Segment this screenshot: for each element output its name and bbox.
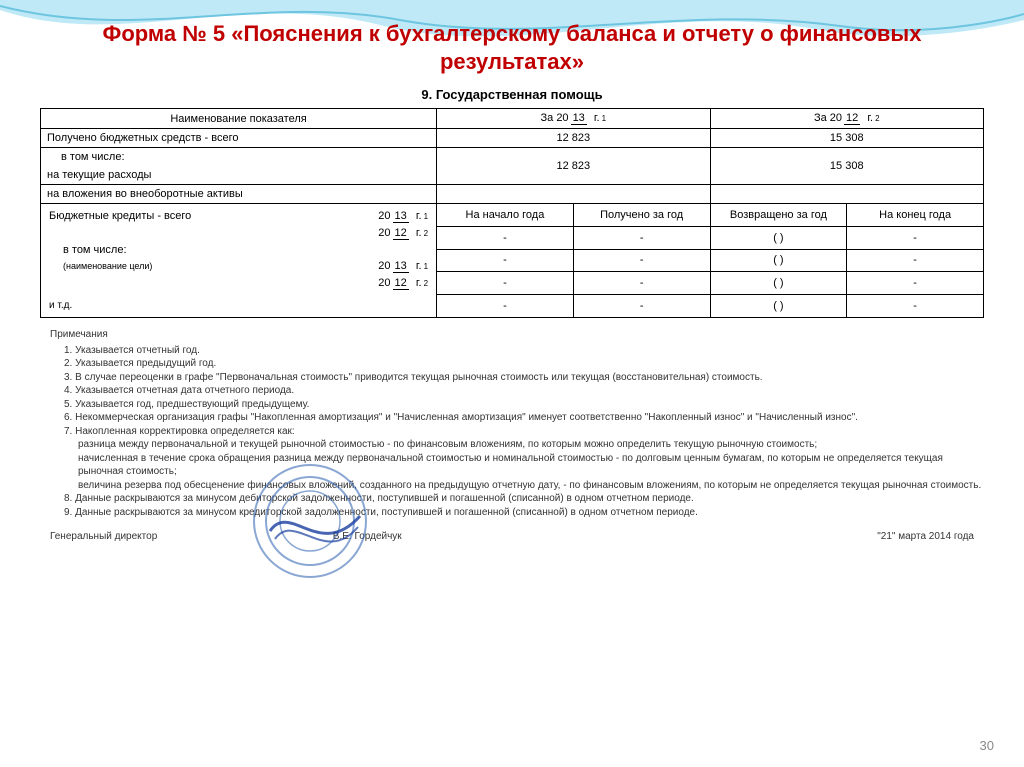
credits-sub1: в том числе: xyxy=(49,244,428,256)
yp: 20 xyxy=(378,260,390,272)
ysup: 2 xyxy=(424,229,428,238)
main-table: Наименование показателя За 20 13 г. 1 За… xyxy=(40,108,984,318)
row-val-b xyxy=(710,185,983,204)
note-item: 5. Указывается год, предшествующий преды… xyxy=(50,398,984,412)
note-item: 9. Данные раскрываются за минусом кредит… xyxy=(50,506,984,520)
c3: ( ) xyxy=(710,226,847,249)
table-row: Получено бюджетных средств - всего 12 82… xyxy=(41,129,984,148)
row-val-a: 12 823 xyxy=(437,129,710,148)
yp: 20 xyxy=(378,210,390,222)
subcol-2: Получено за год xyxy=(573,204,710,227)
form-sheet: Наименование показателя За 20 13 г. 1 За… xyxy=(40,108,984,318)
period-year-b: 12 xyxy=(844,112,860,125)
note-item: разница между первоначальной и текущей р… xyxy=(50,438,984,452)
c4: - xyxy=(847,226,984,249)
yv: 12 xyxy=(393,227,409,240)
ys: г. xyxy=(416,277,422,289)
row-label: на текущие расходы xyxy=(41,166,437,185)
note-item: 1. Указывается отчетный год. xyxy=(50,344,984,358)
c3: ( ) xyxy=(710,249,847,272)
notes-heading: Примечания xyxy=(50,328,984,342)
page-number: 30 xyxy=(980,738,994,753)
note-item: 2. Указывается предыдущий год. xyxy=(50,357,984,371)
c2: - xyxy=(573,295,710,318)
period-sup-b: 2 xyxy=(875,114,879,123)
row-val-b: 15 308 xyxy=(710,129,983,148)
c2: - xyxy=(573,226,710,249)
c1: - xyxy=(437,295,574,318)
page-title: Форма № 5 «Пояснения к бухгалтерскому ба… xyxy=(0,0,1024,79)
ys: г. xyxy=(416,210,422,222)
period-year-a: 13 xyxy=(571,112,587,125)
credits-left-cell: Бюджетные кредиты - всего 20 13 г. 1 20 … xyxy=(41,204,437,318)
yp: 20 xyxy=(378,227,390,239)
row-val-a: 12 823 xyxy=(437,148,710,185)
c1: - xyxy=(437,226,574,249)
ysup: 1 xyxy=(424,212,428,221)
ysup: 1 xyxy=(424,262,428,271)
credits-etc: и т.д. xyxy=(49,300,428,311)
credits-title: Бюджетные кредиты - всего xyxy=(49,210,191,222)
yp: 20 xyxy=(378,277,390,289)
section-heading: 9. Государственная помощь xyxy=(0,87,1024,102)
ys: г. xyxy=(416,260,422,272)
period-suffix-a: г. xyxy=(594,112,600,124)
col-period-b: За 20 12 г. 2 xyxy=(710,109,983,129)
ysup: 2 xyxy=(424,279,428,288)
col-period-a: За 20 13 г. 1 xyxy=(437,109,710,129)
c4: - xyxy=(847,295,984,318)
row-label: Получено бюджетных средств - всего xyxy=(41,129,437,148)
c2: - xyxy=(573,249,710,272)
header-row: Наименование показателя За 20 13 г. 1 За… xyxy=(41,109,984,129)
c4: - xyxy=(847,249,984,272)
notes-block: Примечания 1. Указывается отчетный год.2… xyxy=(50,328,984,519)
c4: - xyxy=(847,272,984,295)
period-suffix-b: г. xyxy=(867,112,873,124)
period-sup-a: 1 xyxy=(602,114,606,123)
note-item: величина резерва под обесценение финансо… xyxy=(50,479,984,493)
credits-sub2: (наименование цели) xyxy=(49,261,152,271)
subcol-1: На начало года xyxy=(437,204,574,227)
c3: ( ) xyxy=(710,295,847,318)
note-item: 7. Накопленная корректировка определяетс… xyxy=(50,425,984,439)
row-label: в том числе: xyxy=(41,148,437,167)
signature-name: В.Е. Гордейчук xyxy=(333,531,402,542)
note-item: 8. Данные раскрываются за минусом дебито… xyxy=(50,492,984,506)
c1: - xyxy=(437,249,574,272)
note-item: 3. В случае переоценки в графе "Первонач… xyxy=(50,371,984,385)
signature-row: Генеральный директор В.Е. Гордейчук "21"… xyxy=(50,531,974,542)
row-val-b: 15 308 xyxy=(710,148,983,185)
c1: - xyxy=(437,272,574,295)
yv: 13 xyxy=(393,210,409,223)
subcol-3: Возвращено за год xyxy=(710,204,847,227)
ys: г. xyxy=(416,227,422,239)
table-row: на вложения во внеоборотные активы xyxy=(41,185,984,204)
col-name: Наименование показателя xyxy=(41,109,437,129)
table-row: в том числе: 12 823 15 308 xyxy=(41,148,984,167)
c3: ( ) xyxy=(710,272,847,295)
subheader-row: Бюджетные кредиты - всего 20 13 г. 1 20 … xyxy=(41,204,984,227)
yv: 12 xyxy=(393,277,409,290)
row-val-a xyxy=(437,185,710,204)
note-item: начисленная в течение срока обращения ра… xyxy=(50,452,984,479)
note-item: 4. Указывается отчетная дата отчетного п… xyxy=(50,384,984,398)
note-item: 6. Некоммерческая организация графы "Нак… xyxy=(50,411,984,425)
signature-role: Генеральный директор xyxy=(50,531,157,542)
yv: 13 xyxy=(393,260,409,273)
period-prefix-b: За 20 xyxy=(814,112,842,124)
subcol-4: На конец года xyxy=(847,204,984,227)
c2: - xyxy=(573,272,710,295)
signature-date: "21" марта 2014 года xyxy=(877,531,974,542)
notes-list: 1. Указывается отчетный год.2. Указывает… xyxy=(50,344,984,520)
row-label: на вложения во внеоборотные активы xyxy=(41,185,437,204)
period-prefix-a: За 20 xyxy=(541,112,569,124)
